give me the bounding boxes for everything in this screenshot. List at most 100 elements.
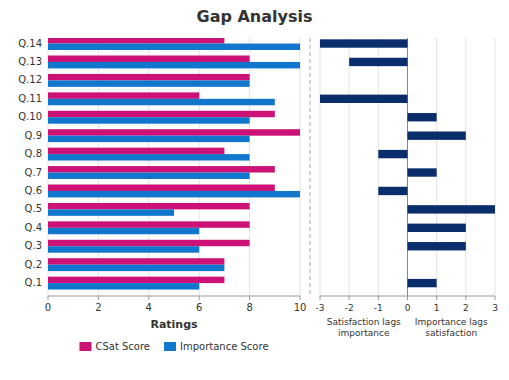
tick-mark xyxy=(495,296,496,300)
bar xyxy=(48,240,250,246)
category-label: Q.10 xyxy=(18,111,42,122)
grid-line xyxy=(320,38,321,296)
bar xyxy=(48,38,224,44)
axis-line xyxy=(320,296,495,297)
category-label: Q.5 xyxy=(25,203,42,214)
gap-bar xyxy=(408,205,496,213)
gap-bars xyxy=(320,39,495,287)
gap-bar xyxy=(408,131,466,139)
category-label: Q.11 xyxy=(18,93,42,104)
bar xyxy=(48,246,199,252)
bar xyxy=(48,44,300,50)
bar xyxy=(48,111,275,117)
tick-mark xyxy=(199,296,200,300)
bar xyxy=(48,80,250,86)
category-label: Q.13 xyxy=(18,56,42,67)
category-label: Q.4 xyxy=(25,222,42,233)
bar xyxy=(48,209,174,215)
bar xyxy=(48,148,224,154)
legend-item: Importance Score xyxy=(164,341,269,352)
gap-bar xyxy=(407,76,408,84)
zero-line xyxy=(407,38,408,296)
tick-label: -1 xyxy=(374,303,383,313)
bar xyxy=(48,99,275,105)
tick-label: 6 xyxy=(196,302,202,313)
tick-label: -2 xyxy=(345,303,354,313)
bar xyxy=(48,173,250,179)
category-label: Q.3 xyxy=(25,240,42,251)
gap-bar xyxy=(378,187,407,195)
tick-label: 0 xyxy=(405,303,411,313)
gap-bar xyxy=(408,242,466,250)
tick-label: 4 xyxy=(146,302,152,313)
bar xyxy=(48,203,250,209)
tick-mark xyxy=(148,296,149,300)
bar xyxy=(48,92,199,98)
tick-label: 10 xyxy=(294,302,307,313)
gap-bar xyxy=(408,168,437,176)
legend-label: Importance Score xyxy=(180,341,269,352)
gap-bar xyxy=(320,39,408,47)
tick-label: 8 xyxy=(246,302,252,313)
category-label: Q.9 xyxy=(25,130,42,141)
bar xyxy=(48,74,250,80)
bar xyxy=(48,129,300,135)
category-label: Q.6 xyxy=(25,185,42,196)
grid-line xyxy=(378,38,379,296)
x-axis: -3 -2 -1 0 1 2 3 xyxy=(316,38,498,313)
tick-label: 0 xyxy=(45,302,51,313)
category-label: Q.14 xyxy=(18,38,42,49)
chart-title: Gap Analysis xyxy=(197,7,313,26)
tick-mark xyxy=(465,296,466,300)
gap-bar xyxy=(407,260,408,268)
bars xyxy=(48,38,300,290)
bar xyxy=(48,277,224,283)
tick-mark xyxy=(436,296,437,300)
tick-label: -3 xyxy=(316,303,325,313)
annotation: Importance lagssatisfaction xyxy=(415,317,488,338)
annotation-line: Satisfaction lags xyxy=(327,317,401,327)
gap-bar xyxy=(320,95,408,103)
chart-root: Gap Analysis0246810Q.1Q.2Q.3Q.4Q.5Q.6Q.7… xyxy=(0,0,509,380)
gap-bar xyxy=(408,224,466,232)
tick-label: 3 xyxy=(492,303,498,313)
tick-mark xyxy=(378,296,379,300)
bar xyxy=(48,258,224,264)
legend-label: CSat Score xyxy=(95,341,150,352)
category-label: Q.8 xyxy=(25,148,42,159)
legend-item: CSat Score xyxy=(79,341,150,352)
bar xyxy=(48,283,199,289)
tick-mark xyxy=(48,296,49,300)
category-label: Q.2 xyxy=(25,259,42,270)
bar xyxy=(48,136,250,142)
tick-mark xyxy=(249,296,250,300)
bar xyxy=(48,221,250,227)
legend-swatch xyxy=(79,342,91,351)
grid-line xyxy=(300,38,301,296)
gap-bar xyxy=(408,279,437,287)
grid-line xyxy=(436,38,437,296)
bar xyxy=(48,117,250,123)
axis-line xyxy=(48,296,300,297)
bar xyxy=(48,166,275,172)
category-label: Q.12 xyxy=(18,74,42,85)
annotation-line: satisfaction xyxy=(425,328,477,338)
tick-label: 2 xyxy=(463,303,469,313)
bar xyxy=(48,265,224,271)
tick-label: 1 xyxy=(434,303,440,313)
grid-line xyxy=(349,38,350,296)
grid-line xyxy=(495,38,496,296)
tick-mark xyxy=(320,296,321,300)
annotation-line: Importance lags xyxy=(415,317,488,327)
bar xyxy=(48,56,250,62)
category-label: Q.7 xyxy=(25,167,42,178)
tick-mark xyxy=(349,296,350,300)
gap-bar xyxy=(378,150,407,158)
panel-separator xyxy=(310,38,311,296)
tick-mark xyxy=(407,296,408,300)
bar xyxy=(48,62,300,68)
bar xyxy=(48,228,199,234)
x-axis: 0246810 xyxy=(45,38,307,313)
gap-bar xyxy=(349,58,407,66)
x-axis-label: Ratings xyxy=(150,318,198,331)
